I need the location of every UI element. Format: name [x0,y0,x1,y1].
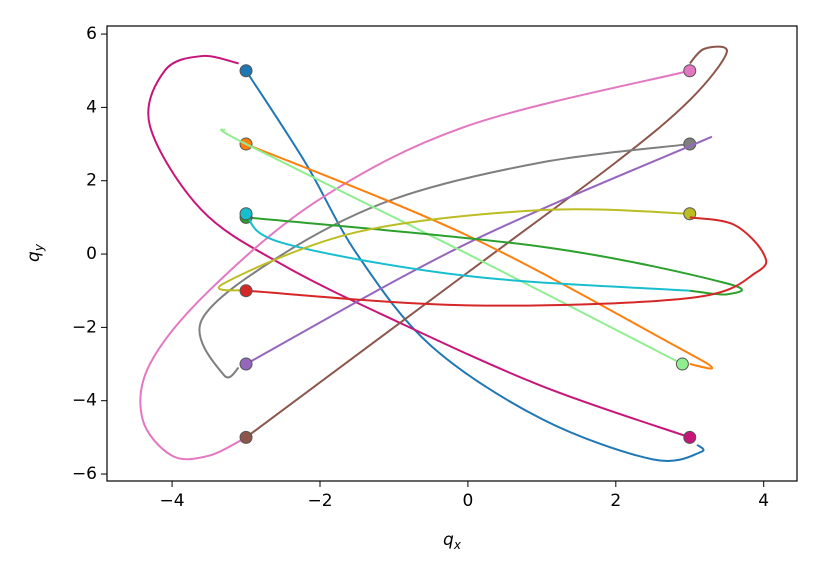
y-axis-label: qy [24,243,46,262]
x-tick-label: −2 [307,491,332,511]
y-tick-label: 2 [86,171,97,191]
x-label-sub: x [453,538,462,552]
start-marker [239,207,253,221]
y-tick-label: −2 [72,317,97,337]
x-tick-label: 2 [610,491,621,511]
trajectory [198,143,690,379]
plot-frame [106,25,798,482]
start-marker [675,357,689,371]
y-tick-label: 0 [86,244,97,264]
start-marker [683,430,697,444]
trajectory [245,216,768,307]
y-tick-label: −6 [72,464,97,484]
trajectory [217,208,690,292]
start-marker [239,64,253,78]
trajectory [245,212,690,292]
trajectory [245,70,705,462]
start-marker [239,430,253,444]
trajectory [245,143,713,370]
start-marker [239,357,253,371]
x-tick-label: 0 [462,491,473,511]
x-tick-label: 4 [758,491,769,511]
y-label-base: q [24,251,44,262]
start-marker [683,64,697,78]
x-tick-label: −4 [160,491,185,511]
trajectory [139,69,691,461]
y-tick-label: −4 [72,391,97,411]
trajectory [245,135,713,365]
y-label-sub: y [32,243,46,252]
trajectory [245,45,728,439]
y-tick-label: 4 [86,97,97,117]
start-marker [683,207,697,221]
trajectory [220,128,683,365]
trajectory [245,216,743,296]
x-axis-label: qx [443,530,462,552]
trajectory [147,54,691,439]
y-tick-label: 6 [86,24,97,44]
x-label-base: q [443,530,454,550]
start-marker [239,284,253,298]
